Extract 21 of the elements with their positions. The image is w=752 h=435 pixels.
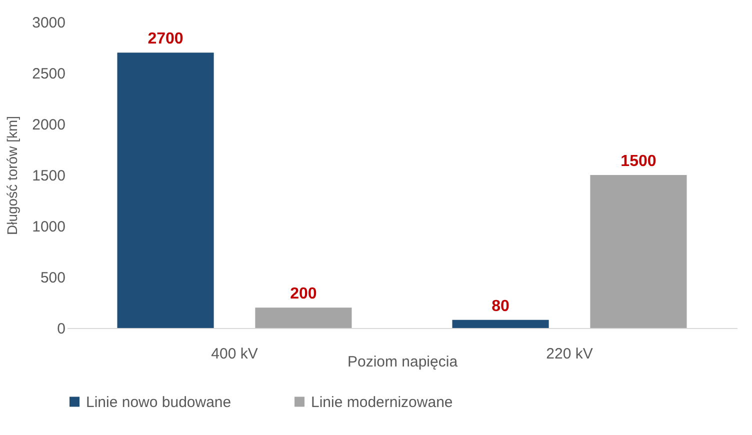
data-label: 80 <box>492 298 510 315</box>
bar <box>255 308 352 328</box>
data-label: 200 <box>290 286 317 303</box>
y-tick-label: 0 <box>57 320 66 338</box>
x-axis-title: Poziom napięcia <box>347 354 458 370</box>
legend-label: Linie modernizowane <box>311 394 453 411</box>
y-axis-title: Długość torów [km] <box>4 116 20 236</box>
bar <box>117 52 214 328</box>
y-tick-label: 500 <box>40 270 66 286</box>
y-tick-label: 2500 <box>32 66 66 82</box>
x-tick-label: 220 kV <box>546 346 593 362</box>
y-tick-label: 3000 <box>32 14 66 32</box>
bar <box>590 175 687 328</box>
bar <box>452 320 549 328</box>
data-label: 2700 <box>148 30 184 48</box>
x-tick-label: 400 kV <box>211 346 258 362</box>
data-label: 1500 <box>620 153 656 170</box>
legend-label: Linie nowo budowane <box>86 394 232 411</box>
y-tick-label: 2000 <box>32 116 66 134</box>
y-tick-label: 1000 <box>32 218 66 236</box>
y-tick-label: 1500 <box>32 168 66 184</box>
